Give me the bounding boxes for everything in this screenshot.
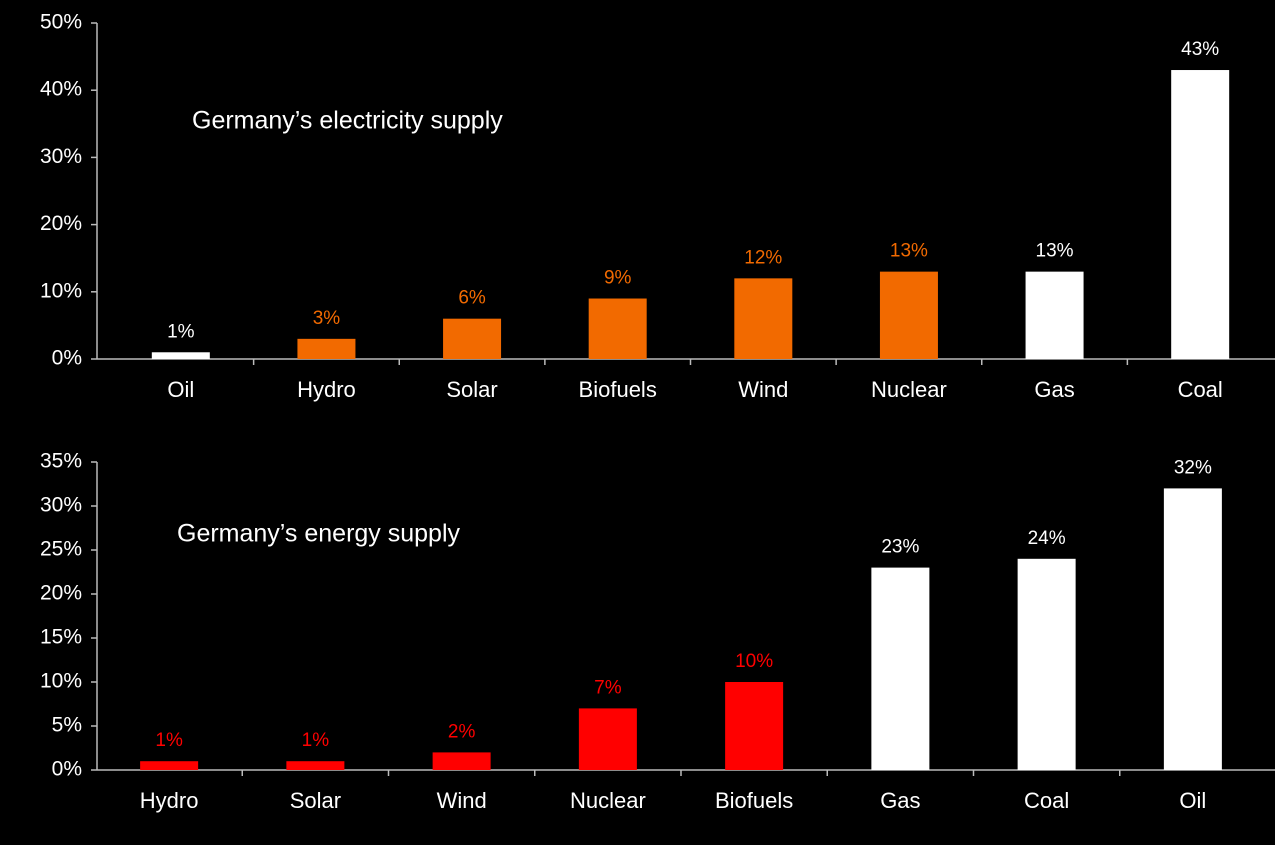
value-label: 1% bbox=[302, 730, 330, 751]
bar bbox=[879, 271, 938, 359]
bar bbox=[725, 682, 784, 770]
x-tick-label: Gas bbox=[880, 788, 920, 813]
value-label: 7% bbox=[594, 677, 622, 698]
value-label: 43% bbox=[1181, 39, 1219, 60]
x-tick-label: Nuclear bbox=[570, 788, 646, 813]
y-tick-label: 35% bbox=[40, 450, 82, 473]
y-tick-label: 30% bbox=[40, 494, 82, 517]
bar bbox=[151, 352, 210, 359]
x-tick-label: Oil bbox=[167, 377, 194, 402]
x-tick-label: Nuclear bbox=[871, 377, 947, 402]
x-tick-label: Wind bbox=[437, 788, 487, 813]
value-label: 12% bbox=[744, 247, 782, 268]
value-label: 10% bbox=[735, 651, 773, 672]
bar bbox=[140, 761, 199, 770]
x-tick-label: Hydro bbox=[297, 377, 356, 402]
x-tick-label: Hydro bbox=[140, 788, 199, 813]
value-label: 13% bbox=[1036, 241, 1074, 262]
y-tick-label: 50% bbox=[40, 11, 82, 34]
y-tick-label: 10% bbox=[40, 670, 82, 693]
x-tick-label: Solar bbox=[290, 788, 341, 813]
y-tick-label: 10% bbox=[40, 279, 82, 302]
value-label: 1% bbox=[167, 321, 195, 342]
y-tick-label: 40% bbox=[40, 78, 82, 101]
bar bbox=[443, 318, 502, 359]
chart-title: Germany’s energy supply bbox=[177, 520, 461, 548]
x-tick-label: Solar bbox=[446, 377, 497, 402]
value-label: 32% bbox=[1174, 457, 1212, 478]
value-label: 9% bbox=[604, 268, 632, 289]
value-label: 3% bbox=[313, 308, 341, 329]
value-label: 6% bbox=[458, 288, 486, 309]
bar bbox=[1017, 558, 1076, 770]
value-label: 2% bbox=[448, 721, 476, 742]
y-tick-label: 30% bbox=[40, 145, 82, 168]
y-tick-label: 5% bbox=[52, 714, 82, 737]
bar bbox=[588, 298, 647, 359]
value-label: 23% bbox=[881, 537, 919, 558]
value-label: 13% bbox=[890, 241, 928, 262]
y-tick-label: 20% bbox=[40, 212, 82, 235]
x-tick-label: Coal bbox=[1024, 788, 1069, 813]
bar bbox=[286, 761, 345, 770]
x-tick-label: Oil bbox=[1179, 788, 1206, 813]
y-tick-label: 15% bbox=[40, 626, 82, 649]
bar bbox=[871, 567, 930, 770]
x-tick-label: Biofuels bbox=[579, 377, 657, 402]
bar bbox=[1163, 488, 1222, 770]
bar bbox=[297, 338, 356, 359]
bar bbox=[1025, 271, 1084, 359]
y-tick-label: 20% bbox=[40, 582, 82, 605]
value-label: 24% bbox=[1028, 528, 1066, 549]
x-tick-label: Wind bbox=[738, 377, 788, 402]
bar bbox=[1171, 70, 1230, 359]
value-label: 1% bbox=[155, 730, 183, 751]
y-tick-label: 25% bbox=[40, 538, 82, 561]
y-tick-label: 0% bbox=[52, 758, 82, 781]
x-tick-label: Gas bbox=[1034, 377, 1074, 402]
bar bbox=[734, 278, 793, 359]
bar bbox=[578, 708, 637, 770]
x-tick-label: Coal bbox=[1178, 377, 1223, 402]
chart-title: Germany’s electricity supply bbox=[192, 107, 503, 135]
bar bbox=[432, 752, 491, 770]
y-tick-label: 0% bbox=[52, 347, 82, 370]
x-tick-label: Biofuels bbox=[715, 788, 793, 813]
